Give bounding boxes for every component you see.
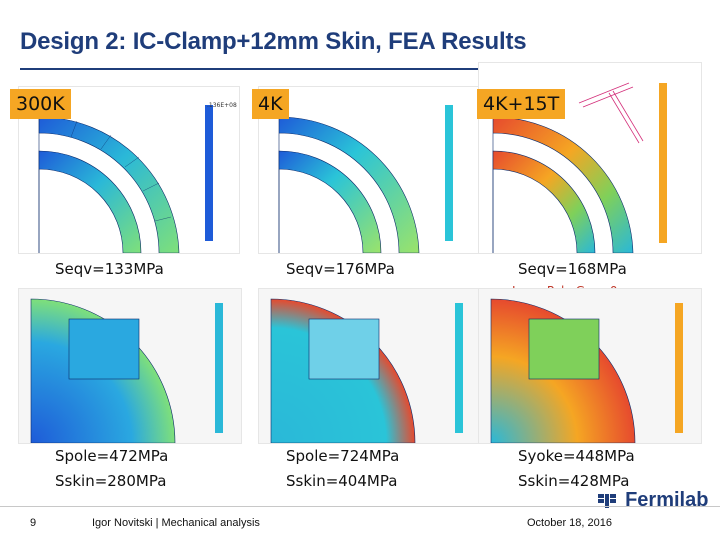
spole-4k: Spole=724MPa (286, 447, 400, 465)
fea-quadrant-4k-15t (478, 288, 702, 444)
footer-date: October 18, 2016 (527, 517, 613, 529)
seqv-4k: Seqv=176MPa (286, 260, 395, 278)
footer-divider (0, 506, 720, 507)
footer-author: Igor Novitski | Mechanical analysis (92, 517, 260, 529)
sskin-4k-15t: Sskin=428MPa (518, 472, 630, 490)
title-divider (20, 68, 700, 70)
tag-4k: 4K (252, 89, 289, 119)
seqv-300k: Seqv=133MPa (55, 260, 164, 278)
stress-4k-15t: Syoke=448MPa Sskin=428MPa (518, 444, 635, 494)
stress-300k: Spole=472MPa Sskin=280MPa (55, 444, 168, 494)
slide-title: Design 2: IC-Clamp+12mm Skin, FEA Result… (20, 28, 527, 55)
fea-coil-4k-15t (478, 62, 702, 254)
fea-quadrant-4k (258, 288, 482, 444)
fermilab-logo-icon (598, 493, 616, 508)
fermilab-logo-text: Fermilab (625, 489, 709, 511)
sskin-300k: Sskin=280MPa (55, 472, 167, 490)
svg-text:.136E+08: .136E+08 (207, 102, 237, 109)
tag-4k-15t: 4K+15T (477, 89, 566, 119)
sskin-4k: Sskin=404MPa (286, 472, 398, 490)
tag-300k: 300K (10, 89, 71, 119)
spole-300k: Spole=472MPa (55, 447, 169, 465)
fea-coil-300k: .136E+08 (18, 86, 240, 254)
fea-quadrant-300k (18, 288, 242, 444)
page-number: 9 (30, 517, 37, 529)
syoke-4k-15t: Syoke=448MPa (518, 447, 635, 465)
stress-4k: Spole=724MPa Sskin=404MPa (286, 444, 399, 494)
seqv-4k-15t: Seqv=168MPa (518, 260, 627, 278)
fea-coil-4k (258, 86, 480, 254)
fermilab-logo: Fermilab (598, 489, 710, 515)
